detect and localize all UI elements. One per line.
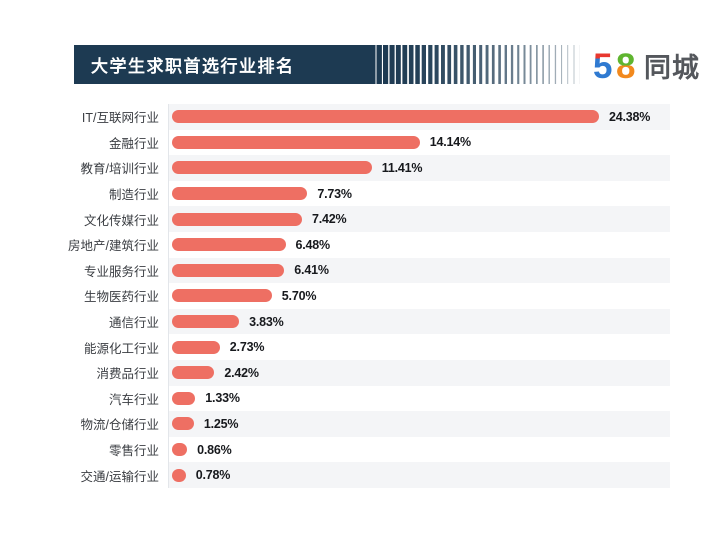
value-label: 6.41% <box>294 263 329 278</box>
logo-58tongcheng: 5 8 同城 <box>593 46 700 84</box>
row-band: 0.86% <box>168 436 670 463</box>
category-label: 能源化工行业 <box>83 341 159 356</box>
row-band: 6.41% <box>168 257 670 284</box>
chart-row: 教育/培训行业 11.41% <box>0 155 725 181</box>
chart-row: 能源化工行业 2.73% <box>0 334 725 360</box>
row-band: 24.38% <box>168 104 670 130</box>
chart-row: 物流/仓储行业 1.25% <box>0 411 725 437</box>
category-label: 汽车行业 <box>108 392 159 407</box>
logo-tongcheng-text: 同城 <box>644 52 700 83</box>
value-label: 24.38% <box>609 109 651 124</box>
row-band: 6.48% <box>168 231 670 258</box>
row-band: 1.33% <box>168 385 670 412</box>
value-label: 7.42% <box>312 212 347 227</box>
chart-row: IT/互联网行业 24.38% <box>0 104 725 130</box>
value-bar <box>172 135 420 149</box>
value-bar <box>172 161 372 175</box>
row-band: 1.25% <box>168 411 670 437</box>
chart-row: 制造行业 7.73% <box>0 180 725 207</box>
logo-58-digits: 5 8 <box>593 47 635 84</box>
category-label: 金融行业 <box>108 136 159 151</box>
logo-digit-8: 8 <box>616 47 635 84</box>
category-label: 消费品行业 <box>96 367 159 382</box>
row-band: 0.78% <box>168 462 670 488</box>
chart-row: 零售行业 0.86% <box>0 436 725 463</box>
chart-row: 房地产/建筑行业 6.48% <box>0 231 725 258</box>
value-label: 1.33% <box>205 391 240 406</box>
value-label: 7.73% <box>317 186 352 201</box>
chart-row: 汽车行业 1.33% <box>0 385 725 412</box>
value-bar <box>172 289 272 303</box>
row-band: 5.70% <box>168 283 670 309</box>
value-label: 11.41% <box>381 160 423 175</box>
page-title: 大学生求职首选行业排名 <box>91 57 295 76</box>
value-label: 3.83% <box>249 314 284 329</box>
value-bar <box>172 443 188 457</box>
value-bar <box>172 187 308 201</box>
value-label: 0.78% <box>195 468 231 483</box>
bar-chart: IT/互联网行业 24.38% 金融行业 14.14% 教育/培训行业 11.4… <box>0 104 725 488</box>
row-band: 7.73% <box>168 180 670 207</box>
value-label: 0.86% <box>197 442 232 457</box>
row-band: 3.83% <box>168 308 670 335</box>
category-label: 零售行业 <box>108 444 159 459</box>
category-label: IT/互联网行业 <box>81 111 159 126</box>
title-banner-solid: 大学生求职首选行业排名 <box>74 45 370 84</box>
row-band: 2.73% <box>168 334 670 360</box>
barcode-stripes-decoration <box>370 45 580 84</box>
chart-row: 通信行业 3.83% <box>0 308 725 335</box>
category-label: 文化传媒行业 <box>83 213 159 228</box>
chart-row: 消费品行业 2.42% <box>0 359 725 386</box>
chart-row: 专业服务行业 6.41% <box>0 257 725 284</box>
row-band: 7.42% <box>168 206 670 232</box>
value-bar <box>172 263 285 277</box>
title-banner: 大学生求职首选行业排名 <box>74 45 580 84</box>
chart-row: 金融行业 14.14% <box>0 129 725 156</box>
value-bar <box>172 212 302 226</box>
chart-row: 交通/运输行业 0.78% <box>0 462 725 488</box>
value-bar <box>172 391 196 405</box>
value-label: 2.73% <box>229 340 265 355</box>
category-label: 通信行业 <box>108 316 159 331</box>
value-label: 5.70% <box>281 288 317 303</box>
category-label: 物流/仓储行业 <box>80 418 159 433</box>
value-bar <box>172 238 286 252</box>
category-label: 交通/运输行业 <box>80 469 159 484</box>
category-label: 制造行业 <box>108 188 159 203</box>
value-label: 1.25% <box>203 416 239 431</box>
row-band: 14.14% <box>168 129 670 156</box>
value-bar <box>172 417 194 431</box>
category-label: 教育/培训行业 <box>80 162 159 177</box>
chart-row: 生物医药行业 5.70% <box>0 283 725 309</box>
category-label: 房地产/建筑行业 <box>68 239 159 254</box>
chart-row: 文化传媒行业 7.42% <box>0 206 725 232</box>
value-bar <box>172 468 186 482</box>
value-label: 6.48% <box>295 237 331 252</box>
value-bar <box>172 366 215 380</box>
row-band: 2.42% <box>168 359 670 386</box>
category-label: 生物医药行业 <box>83 290 159 305</box>
row-band: 11.41% <box>168 155 670 181</box>
value-label: 2.42% <box>224 365 259 380</box>
logo-digit-5: 5 <box>593 47 612 84</box>
value-bar <box>172 110 599 124</box>
category-label: 专业服务行业 <box>83 264 159 279</box>
value-label: 14.14% <box>429 135 471 150</box>
value-bar <box>172 315 240 329</box>
value-bar <box>172 340 220 354</box>
